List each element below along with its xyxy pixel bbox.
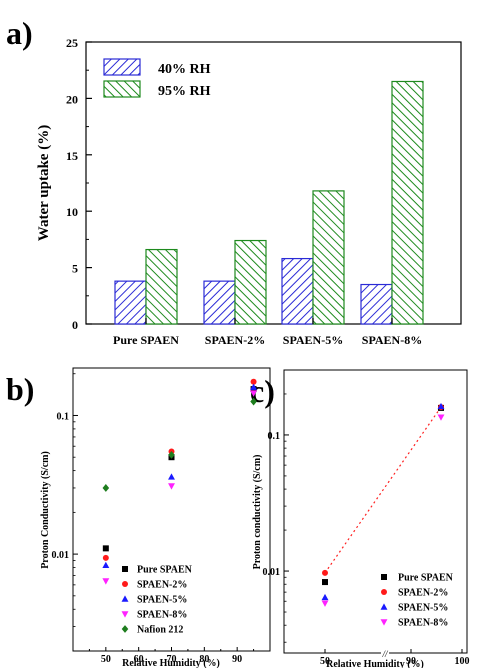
point-b-nafion-212 — [250, 397, 257, 406]
point-c-spaen-5 — [437, 402, 445, 410]
legend-label-b-spaen-5: SPAEN-5% — [137, 595, 187, 606]
bar-pure-spaen-40-rh — [114, 280, 147, 325]
legend-label-c-spaen-5: SPAEN-5% — [398, 603, 448, 614]
legend-marker-b-spaen-5 — [121, 595, 129, 602]
panel-b-points — [102, 378, 258, 585]
panel-c-xtick-label: 100 — [455, 656, 470, 667]
panel-c-points — [321, 402, 445, 607]
point-c-pure-spaen — [322, 579, 328, 586]
legend-swatch-40rh — [103, 58, 141, 76]
legend-label-b-nafion-212: Nafion 212 — [137, 625, 183, 636]
legend-marker-b-spaen-8 — [121, 611, 129, 618]
panel-c: 50 90 100 0.01 0.1 Pure SPAEN SPAEN-2% SPAEN-5… — [252, 369, 470, 668]
panel-b-xtick-label: 50 — [101, 654, 111, 665]
legend-marker-c-pure-spaen — [381, 574, 387, 580]
axis-break-mark: // — [381, 649, 389, 659]
point-b-spaen-5 — [168, 473, 175, 480]
point-b-spaen-5 — [102, 561, 110, 569]
panel-c-ticks: 50 90 100 0.01 0.1 — [263, 369, 470, 667]
point-b-spaen-8 — [168, 483, 175, 490]
bar-spaen-8-95-rh — [391, 80, 424, 325]
legend-marker-b-spaen-2 — [122, 581, 128, 587]
legend-label-c-spaen-2: SPAEN-2% — [398, 588, 448, 599]
panel-c-axis-break: // — [381, 649, 389, 659]
panel-b-xtick-label: 80 — [199, 654, 209, 665]
panel-a: 0 5 10 15 20 25 Pure SPAEN SPAEN-2% SPAEN-5% SPA… — [36, 36, 462, 347]
panel-b-xtick-label: 70 — [167, 654, 177, 665]
panel-a-ytick-label: 25 — [66, 36, 78, 50]
panel-a-ytick-label: 15 — [66, 149, 78, 163]
category-label-spaen-2: SPAEN-2% — [205, 333, 265, 347]
panel-b-ytick-label: 0.01 — [52, 550, 70, 561]
legend-label-95rh: 95% RH — [158, 84, 211, 99]
legend-marker-c-spaen-5 — [380, 603, 388, 610]
panel-c-xtick-label: 50 — [320, 656, 330, 667]
panel-a-ytick-label: 20 — [66, 92, 78, 106]
panel-a-legend: 40% RH 95% RH — [103, 58, 211, 99]
point-b-pure-spaen — [102, 545, 109, 552]
legend-marker-b-pure-spaen — [122, 566, 128, 572]
point-c-spaen-5 — [321, 593, 329, 601]
legend-marker-c-spaen-8 — [380, 619, 388, 626]
panel-c-ytick-label: 0.1 — [268, 431, 281, 442]
panel-a-y-axis-label: Water uptake (%) — [36, 125, 52, 241]
panel-b: 50 60 70 80 90 0.01 0.1 Pure SPAEN SPAEN-2% SPAE… — [40, 367, 271, 668]
legend-label-b-spaen-2: SPAEN-2% — [137, 580, 187, 591]
point-b-nafion-212 — [168, 450, 175, 459]
panel-a-ytick-label: 0 — [72, 318, 78, 332]
panel-b-x-axis-label: Relative Humidity (%) — [122, 658, 220, 668]
point-b-spaen-2 — [250, 378, 257, 385]
point-b-spaen-2 — [102, 554, 109, 561]
panel-c-ytick-label: 0.01 — [263, 567, 281, 578]
panel-b-label: b) — [6, 371, 34, 407]
bar-spaen-5-95-rh — [312, 190, 345, 325]
bar-spaen-2-40-rh — [203, 280, 236, 325]
legend-label-c-spaen-8: SPAEN-8% — [398, 618, 448, 629]
bar-spaen-5-40-rh — [281, 257, 314, 325]
bar-spaen-8-40-rh — [360, 283, 393, 325]
legend-swatch-95rh — [103, 80, 141, 98]
point-b-spaen-8 — [250, 390, 258, 397]
panel-a-ytick-label: 5 — [72, 262, 78, 276]
category-label-spaen-8: SPAEN-8% — [362, 333, 422, 347]
point-b-spaen-8 — [102, 578, 110, 585]
panel-c-x-axis-label: Relative Humidity (%) — [326, 659, 424, 668]
legend-marker-c-spaen-2 — [381, 589, 387, 595]
point-b-spaen-5 — [250, 383, 258, 390]
panel-c-legend: Pure SPAEN SPAEN-2% SPAEN-5% SPAEN-8% — [380, 573, 454, 629]
axis-break-gap — [381, 649, 389, 657]
panel-a-ytick-label: 10 — [66, 205, 78, 219]
bar-spaen-2-95-rh — [234, 239, 267, 325]
legend-label-c-pure-spaen: Pure SPAEN — [398, 573, 454, 584]
legend-marker-b-nafion-212 — [121, 625, 129, 633]
point-c-spaen-8 — [321, 600, 329, 607]
legend-label-b-pure-spaen: Pure SPAEN — [137, 565, 193, 576]
trend-line — [324, 406, 442, 574]
panel-b-y-axis-label: Proton Conductivity (S/cm) — [40, 451, 51, 569]
point-c-spaen-2 — [322, 569, 328, 576]
panel-b-xtick-label: 60 — [134, 654, 144, 665]
bar-pure-spaen-95-rh — [145, 248, 178, 325]
point-b-nafion-212 — [102, 484, 110, 492]
panel-b-ytick-label: 0.1 — [57, 411, 70, 422]
panel-c-xtick-label: 90 — [406, 656, 416, 667]
panel-c-y-axis-label: Proton conductivity (S/cm) — [252, 455, 263, 570]
panel-b-xtick-label: 90 — [232, 654, 242, 665]
panel-c-trend-line — [324, 406, 442, 574]
panel-a-y-ticks: 0 5 10 15 20 25 — [66, 36, 92, 332]
panel-a-label: a) — [6, 15, 33, 51]
legend-label-b-spaen-8: SPAEN-8% — [137, 610, 187, 621]
panel-a-category-labels: Pure SPAEN SPAEN-2% SPAEN-5% SPAEN-8% — [113, 318, 422, 347]
panel-b-ticks: 50 60 70 80 90 0.01 0.1 — [52, 373, 271, 665]
panel-a-bars — [114, 80, 424, 325]
panel-c-frame — [283, 369, 468, 654]
category-label-pure-spaen: Pure SPAEN — [113, 333, 179, 347]
panel-b-legend: Pure SPAEN SPAEN-2% SPAEN-5% SPAEN-8% Nafion… — [121, 565, 193, 636]
category-label-spaen-5: SPAEN-5% — [283, 333, 343, 347]
legend-label-40rh: 40% RH — [158, 62, 211, 77]
point-c-spaen-8 — [437, 414, 445, 421]
